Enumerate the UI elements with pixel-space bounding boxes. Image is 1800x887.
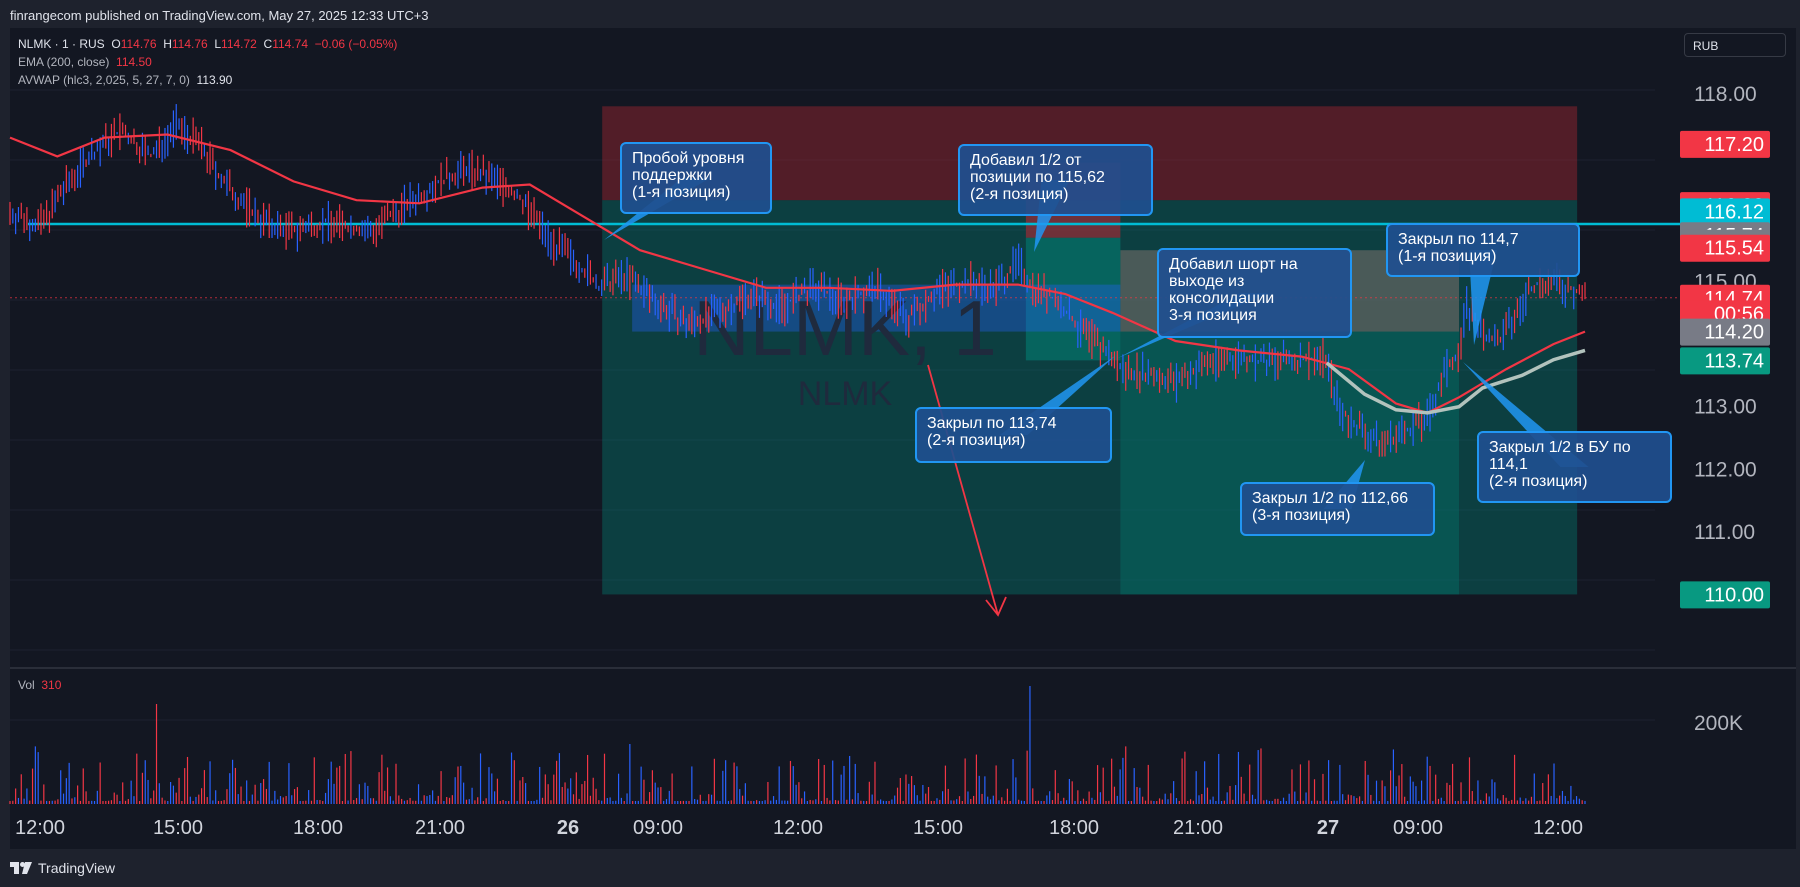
high-label: H <box>163 37 172 51</box>
callout-breakdown-text: Пробой уровня <box>632 150 744 167</box>
time-axis-label: 15:00 <box>913 817 963 839</box>
price-badge-label: 110.00 <box>1704 584 1764 606</box>
callout-breakdown-text: поддержки <box>632 167 712 184</box>
volume-label: Vol <box>18 678 35 692</box>
time-axis-label: 18:00 <box>293 817 343 839</box>
callout-add-short-text: Добавил шорт на <box>1169 256 1298 273</box>
time-axis-label: 12:00 <box>773 817 823 839</box>
high-value: 114.76 <box>171 37 208 51</box>
low-label: L <box>214 37 222 51</box>
low-value: 114.72 <box>221 37 257 51</box>
callout-closed-2[interactable] <box>915 407 1112 463</box>
callout-closed-2-text: Закрыл по 113,74 <box>927 415 1057 432</box>
callout-closed-1-text: Закрыл по 114,7 <box>1398 231 1519 248</box>
footer-bar <box>0 849 1800 887</box>
callout-closed-1-text: (1-я позиция) <box>1398 248 1496 265</box>
time-axis-label: 09:00 <box>1393 817 1443 839</box>
price-badge[interactable] <box>1680 581 1770 609</box>
y-axis-label: 112.00 <box>1694 458 1757 481</box>
avwap-line[interactable] <box>1325 348 1586 415</box>
callout-closed-1[interactable] <box>1386 223 1580 277</box>
callout-closed-half-3-text: (3-я позиция) <box>1252 507 1350 524</box>
time-axis-label: 18:00 <box>1049 817 1099 839</box>
y-axis-label: 113.00 <box>1694 396 1757 419</box>
price-badge[interactable] <box>1680 347 1770 375</box>
callout-closed-half-3[interactable] <box>1240 482 1435 536</box>
time-axis-label: 21:00 <box>415 817 465 839</box>
projection-arrow[interactable] <box>927 364 999 616</box>
price-badge[interactable] <box>1680 234 1770 262</box>
volume-axis-label: 200K <box>1694 712 1743 735</box>
callout-closed-half-be-text: Закрыл 1/2 в БУ по <box>1489 439 1631 456</box>
time-axis-label: 12:00 <box>15 817 65 839</box>
ema-line[interactable] <box>9 133 1586 415</box>
volume-legend[interactable]: Vol 310 <box>18 678 61 692</box>
time-axis-label: 15:00 <box>153 817 203 839</box>
callout-closed-half-be-text: 114,1 <box>1489 456 1528 473</box>
time-axis-label: 21:00 <box>1173 817 1223 839</box>
open-value: 114.76 <box>120 37 157 51</box>
ema-value: 114.50 <box>116 55 152 69</box>
callout-add-half-text: (2-я позиция) <box>970 186 1068 203</box>
callout-add-half-text: позиции по 115,62 <box>970 169 1105 186</box>
callout-breakdown-text: (1-я позиция) <box>632 184 730 201</box>
price-badge[interactable] <box>1680 318 1770 346</box>
time-axis-label: 27 <box>1317 817 1339 839</box>
watermark-name: NLMK <box>798 375 893 413</box>
avwap-label: AVWAP (hlc3, 2,025, 5, 27, 7, 0) <box>18 73 190 87</box>
tradingview-logo[interactable]: TradingView <box>10 860 115 876</box>
callout-add-short[interactable] <box>1157 248 1352 338</box>
close-value: 114.74 <box>272 37 308 51</box>
tradingview-mark-icon <box>10 862 32 874</box>
time-axis-label: 09:00 <box>633 817 683 839</box>
ema-label: EMA (200, close) <box>18 55 110 69</box>
price-badge-label: 114.20 <box>1704 322 1764 344</box>
avwap-value: 113.90 <box>196 73 233 87</box>
callout-add-half-text: Добавил 1/2 от <box>970 152 1082 169</box>
price-badge-label: 116.12 <box>1704 201 1764 223</box>
price-badge[interactable] <box>1680 198 1770 226</box>
volume-value: 310 <box>41 678 62 692</box>
price-badge-label: 117.20 <box>1704 134 1764 156</box>
projection-arrow-head <box>985 596 1007 617</box>
y-axis-label: 118.00 <box>1694 83 1757 106</box>
symbol-label[interactable]: NLMK · 1 · RUS <box>18 37 105 51</box>
close-label: C <box>263 37 273 51</box>
avwap-legend[interactable]: AVWAP (hlc3, 2,025, 5, 27, 7, 0) 113.90 <box>18 73 232 87</box>
callout-closed-half-3-text: Закрыл 1/2 по 112,66 <box>1252 490 1408 507</box>
change-value: −0.06 (−0.05%) <box>314 37 398 51</box>
open-label: O <box>111 37 121 51</box>
publish-header: finrangecom published on TradingView.com… <box>0 0 1800 28</box>
callout-closed-half-be-text: (2-я позиция) <box>1489 473 1587 490</box>
time-axis-label: 26 <box>557 817 579 839</box>
callout-add-half[interactable] <box>958 144 1153 216</box>
watermark-symbol: NLMK, 1 <box>693 284 996 372</box>
ohlc-legend: NLMK · 1 · RUS O114.76 H114.76 L114.72 C… <box>18 37 397 51</box>
callout-add-short-text: консолидации <box>1169 290 1274 307</box>
callout-add-short-text: выходе из <box>1169 273 1244 290</box>
currency-button[interactable]: RUB <box>1684 33 1786 57</box>
price-badge-label: 115.54 <box>1704 238 1764 260</box>
callout-add-short-text: 3-я позиция <box>1169 307 1257 324</box>
callout-closed-2-text: (2-я позиция) <box>927 432 1025 449</box>
published-text: finrangecom published on TradingView.com… <box>10 8 429 23</box>
price-badge[interactable] <box>1680 130 1770 158</box>
callout-breakdown[interactable] <box>620 142 772 214</box>
position-range-box[interactable] <box>632 284 1121 332</box>
price-badge-label: 113.74 <box>1704 350 1764 372</box>
ema-legend[interactable]: EMA (200, close) 114.50 <box>18 55 152 69</box>
time-axis-label: 12:00 <box>1533 817 1583 839</box>
tradingview-brand: TradingView <box>38 860 116 876</box>
y-axis-label: 111.00 <box>1694 521 1755 544</box>
callout-closed-half-be[interactable] <box>1477 431 1672 503</box>
